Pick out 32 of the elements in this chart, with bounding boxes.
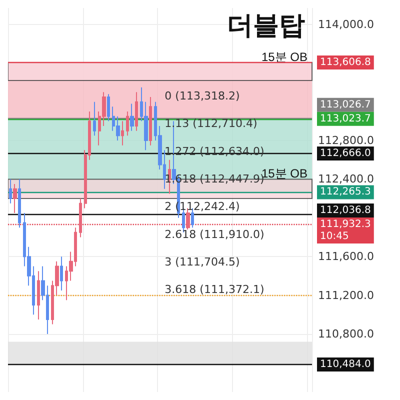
- candlestick: [121, 120, 124, 146]
- candlestick: [9, 178, 12, 204]
- ref-line-label: 111,932.3 10:45: [320, 218, 371, 242]
- candlestick: [79, 198, 82, 238]
- candlestick: [93, 101, 96, 136]
- ref-line-label: 113,606.8: [320, 56, 371, 68]
- ref-line-label: 113,026.7: [320, 99, 371, 110]
- candlestick: [126, 110, 129, 136]
- ref-line-label: 112,666.0: [320, 148, 371, 159]
- candlestick: [37, 270, 40, 320]
- y-tick-label: 112,400.0: [318, 172, 374, 186]
- annotation: 3 (111,704.5): [164, 255, 240, 268]
- candlestick: [149, 96, 152, 146]
- candlestick: [60, 256, 63, 291]
- candlestick: [107, 94, 110, 122]
- y-tick-label: 112,800.0: [318, 134, 374, 148]
- candlestick: [130, 103, 134, 132]
- ref-line-label: 113,023.7: [320, 113, 371, 124]
- ref-line-label: 110,484.0: [320, 359, 371, 370]
- ref-line-label: 112,036.8: [320, 204, 371, 216]
- y-tick-label: 111,200.0: [318, 288, 374, 302]
- y-tick-label: 114,000.0: [318, 18, 374, 31]
- y-tick-label: 111,600.0: [318, 250, 374, 264]
- candlestick: [135, 92, 138, 132]
- chart-title: 더블탑: [227, 11, 305, 41]
- candlestick: [13, 184, 17, 214]
- annotation: 0 (113,318.2): [164, 90, 240, 103]
- annotation: 3.618 (111,372.1): [164, 283, 264, 296]
- y-tick-label: 110,800.0: [318, 327, 374, 340]
- ref-line-label: 112,265.3: [320, 186, 371, 198]
- candlestick: [18, 178, 21, 228]
- annotation: 2.618 (111,910.0): [164, 228, 264, 241]
